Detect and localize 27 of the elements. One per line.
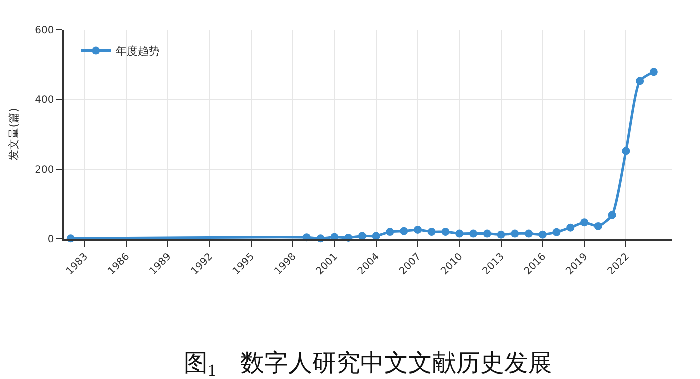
- text: 图$_{1}$ 数字人研究中文文献历史发展: [184, 351, 552, 379]
- point: [428, 228, 436, 236]
- point: [538, 230, 547, 239]
- y-tick-label: 600: [35, 26, 54, 36]
- point: [552, 228, 561, 236]
- point: [594, 222, 602, 230]
- point: [525, 230, 534, 238]
- point: [622, 147, 630, 156]
- point: [442, 228, 450, 236]
- point: [483, 230, 492, 238]
- point: [470, 230, 478, 238]
- y-tick-label: 0: [48, 234, 54, 246]
- point: [497, 230, 506, 239]
- point: [456, 230, 464, 238]
- point: [650, 68, 658, 76]
- point: [511, 230, 520, 238]
- point: [636, 77, 644, 86]
- y-tick-label: 400: [35, 95, 54, 106]
- point: [580, 218, 589, 227]
- legend-label: 年度趋势: [116, 45, 160, 58]
- point: [414, 226, 422, 234]
- point: [400, 227, 408, 236]
- point: [608, 211, 616, 220]
- y-tick-label: 200: [35, 164, 54, 176]
- point: [566, 224, 575, 232]
- point: [386, 228, 394, 236]
- y-axis-title: 发文量(篇): [7, 108, 20, 161]
